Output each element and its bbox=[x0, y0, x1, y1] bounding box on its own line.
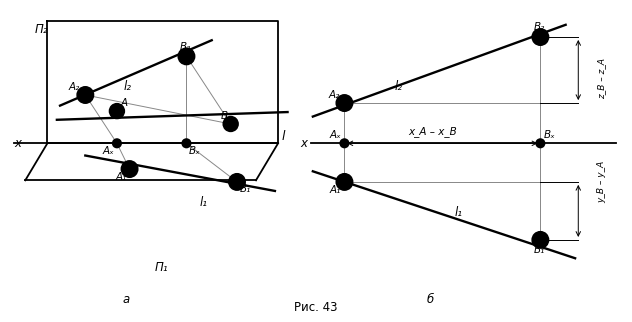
Ellipse shape bbox=[532, 29, 549, 45]
Text: x_A – x_B: x_A – x_B bbox=[408, 126, 458, 137]
Text: B₁: B₁ bbox=[533, 245, 545, 255]
Text: A₂: A₂ bbox=[69, 82, 80, 92]
Ellipse shape bbox=[339, 138, 349, 148]
Text: l₁: l₁ bbox=[454, 206, 462, 219]
Text: l: l bbox=[281, 130, 285, 143]
Ellipse shape bbox=[336, 95, 353, 111]
Text: y_B – y_A: y_B – y_A bbox=[597, 161, 606, 203]
Ellipse shape bbox=[121, 161, 138, 177]
Text: П₂: П₂ bbox=[35, 23, 49, 35]
Text: z_B – z_A: z_B – z_A bbox=[597, 58, 606, 99]
Text: A₁: A₁ bbox=[115, 172, 126, 182]
Ellipse shape bbox=[222, 116, 239, 132]
Text: x: x bbox=[301, 137, 308, 150]
Ellipse shape bbox=[229, 174, 245, 190]
Text: Aₓ: Aₓ bbox=[329, 130, 341, 140]
Text: Aₓ: Aₓ bbox=[102, 146, 114, 156]
Text: A₂: A₂ bbox=[328, 90, 339, 100]
Text: Bₓ: Bₓ bbox=[544, 130, 556, 140]
Ellipse shape bbox=[532, 232, 549, 248]
Text: A: A bbox=[120, 98, 127, 108]
Text: а: а bbox=[123, 293, 130, 306]
Ellipse shape bbox=[535, 138, 545, 148]
Ellipse shape bbox=[112, 138, 122, 148]
Ellipse shape bbox=[77, 87, 94, 103]
Text: l₂: l₂ bbox=[123, 80, 131, 93]
Ellipse shape bbox=[109, 103, 125, 119]
Ellipse shape bbox=[178, 48, 195, 65]
Text: б: б bbox=[426, 293, 434, 306]
Ellipse shape bbox=[181, 138, 191, 148]
Text: A₁: A₁ bbox=[330, 185, 341, 195]
Text: Bₓ: Bₓ bbox=[189, 146, 201, 156]
Text: П₁: П₁ bbox=[155, 261, 169, 274]
Ellipse shape bbox=[336, 174, 353, 190]
Text: B₁: B₁ bbox=[240, 184, 252, 194]
Text: B₂: B₂ bbox=[179, 42, 191, 52]
Text: l₁: l₁ bbox=[199, 196, 207, 209]
Text: l₂: l₂ bbox=[394, 80, 402, 93]
Text: B: B bbox=[221, 111, 228, 121]
Text: x: x bbox=[14, 137, 21, 150]
Text: B₂: B₂ bbox=[533, 22, 545, 32]
Text: Рис. 43: Рис. 43 bbox=[295, 301, 337, 314]
